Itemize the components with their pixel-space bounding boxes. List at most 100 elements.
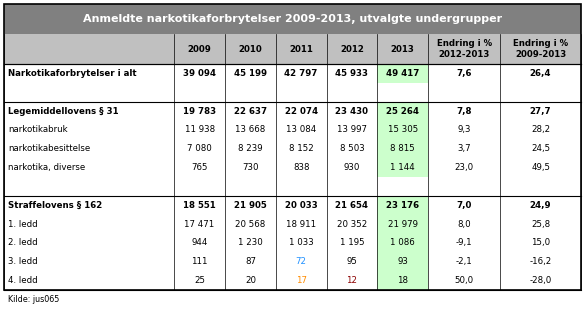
Text: 18: 18 [397, 276, 408, 285]
Text: 17 471: 17 471 [184, 220, 215, 228]
Text: 27,7: 27,7 [530, 106, 552, 116]
Text: -16,2: -16,2 [529, 257, 552, 266]
Text: 13 668: 13 668 [235, 125, 266, 134]
Text: 2009: 2009 [188, 45, 212, 53]
Text: 25,8: 25,8 [531, 220, 550, 228]
Text: 1 195: 1 195 [340, 238, 364, 247]
Text: Straffelovens § 162: Straffelovens § 162 [8, 201, 102, 210]
Text: 24,9: 24,9 [530, 201, 551, 210]
Text: 8,0: 8,0 [457, 220, 471, 228]
Text: 13 084: 13 084 [286, 125, 316, 134]
Text: narkotikabesittelse: narkotikabesittelse [8, 144, 90, 153]
Text: 23 176: 23 176 [386, 201, 419, 210]
Text: 20: 20 [245, 276, 256, 285]
Bar [4, 177, 581, 196]
Bar [377, 215, 428, 234]
Bar [4, 64, 581, 83]
Text: 20 033: 20 033 [285, 201, 318, 210]
Text: 95: 95 [346, 257, 357, 266]
Text: 23 430: 23 430 [335, 106, 369, 116]
Text: 2012: 2012 [340, 45, 364, 53]
Bar [377, 271, 428, 290]
Text: 18 551: 18 551 [183, 201, 216, 210]
Text: Legemiddellovens § 31: Legemiddellovens § 31 [8, 106, 119, 116]
Text: 25 264: 25 264 [386, 106, 419, 116]
Text: 18 911: 18 911 [286, 220, 316, 228]
Text: 944: 944 [191, 238, 208, 247]
Text: 28,2: 28,2 [531, 125, 550, 134]
Text: 2. ledd: 2. ledd [8, 238, 37, 247]
Text: 22 637: 22 637 [234, 106, 267, 116]
Bar [4, 34, 581, 64]
Bar [4, 215, 581, 234]
Bar [4, 4, 581, 34]
Bar [4, 139, 581, 158]
Text: 12: 12 [346, 276, 357, 285]
Text: 7,0: 7,0 [456, 201, 472, 210]
Text: 72: 72 [295, 257, 307, 266]
Bar [377, 64, 428, 83]
Text: Endring i %
2012-2013: Endring i % 2012-2013 [436, 39, 492, 59]
Text: 8 503: 8 503 [339, 144, 364, 153]
Bar [4, 158, 581, 177]
Text: 21 979: 21 979 [388, 220, 418, 228]
Text: 2013: 2013 [391, 45, 415, 53]
Text: 8 815: 8 815 [390, 144, 415, 153]
Bar [377, 102, 428, 120]
Text: 1 144: 1 144 [390, 163, 415, 172]
Bar [4, 252, 581, 271]
Text: 4. ledd: 4. ledd [8, 276, 37, 285]
Text: narkotikabruk: narkotikabruk [8, 125, 68, 134]
Text: 15,0: 15,0 [531, 238, 550, 247]
Text: 3. ledd: 3. ledd [8, 257, 37, 266]
Text: 1. ledd: 1. ledd [8, 220, 37, 228]
Bar [377, 158, 428, 177]
Text: 13 997: 13 997 [337, 125, 367, 134]
Bar [4, 83, 581, 102]
Bar [377, 234, 428, 252]
Text: 50,0: 50,0 [455, 276, 474, 285]
Text: 8 152: 8 152 [289, 144, 314, 153]
Text: 45 933: 45 933 [335, 69, 369, 78]
Bar [4, 234, 581, 252]
Text: 21 654: 21 654 [335, 201, 369, 210]
Text: 49,5: 49,5 [531, 163, 550, 172]
Text: 2011: 2011 [289, 45, 313, 53]
Text: 111: 111 [191, 257, 208, 266]
Text: 24,5: 24,5 [531, 144, 550, 153]
Text: 11 938: 11 938 [184, 125, 215, 134]
Bar [377, 252, 428, 271]
Text: 49 417: 49 417 [386, 69, 419, 78]
Text: 19 783: 19 783 [183, 106, 216, 116]
Bar [4, 271, 581, 290]
Text: 23,0: 23,0 [455, 163, 474, 172]
Text: 15 305: 15 305 [388, 125, 418, 134]
Text: 838: 838 [293, 163, 309, 172]
Text: 25: 25 [194, 276, 205, 285]
Bar [377, 196, 428, 215]
Bar [377, 120, 428, 139]
Text: 2010: 2010 [239, 45, 262, 53]
Text: 7,6: 7,6 [456, 69, 472, 78]
Text: 45 199: 45 199 [234, 69, 267, 78]
Text: narkotika, diverse: narkotika, diverse [8, 163, 85, 172]
Text: 1 230: 1 230 [238, 238, 263, 247]
Text: 7,8: 7,8 [456, 106, 472, 116]
Text: 7 080: 7 080 [187, 144, 212, 153]
Text: Narkotikaforbrytelser i alt: Narkotikaforbrytelser i alt [8, 69, 137, 78]
Text: 930: 930 [344, 163, 360, 172]
Text: 1 033: 1 033 [289, 238, 314, 247]
Text: 22 074: 22 074 [284, 106, 318, 116]
Text: Kilde: jus065: Kilde: jus065 [8, 295, 59, 303]
Text: 26,4: 26,4 [530, 69, 551, 78]
Text: -28,0: -28,0 [529, 276, 552, 285]
Text: 9,3: 9,3 [457, 125, 471, 134]
Text: Anmeldte narkotikaforbrytelser 2009-2013, utvalgte undergrupper: Anmeldte narkotikaforbrytelser 2009-2013… [83, 14, 502, 24]
Text: 20 352: 20 352 [337, 220, 367, 228]
Text: 765: 765 [191, 163, 208, 172]
Text: -9,1: -9,1 [456, 238, 473, 247]
Text: 3,7: 3,7 [457, 144, 471, 153]
Text: Endring i %
2009-2013: Endring i % 2009-2013 [513, 39, 568, 59]
Bar [4, 196, 581, 215]
Text: 8 239: 8 239 [238, 144, 263, 153]
